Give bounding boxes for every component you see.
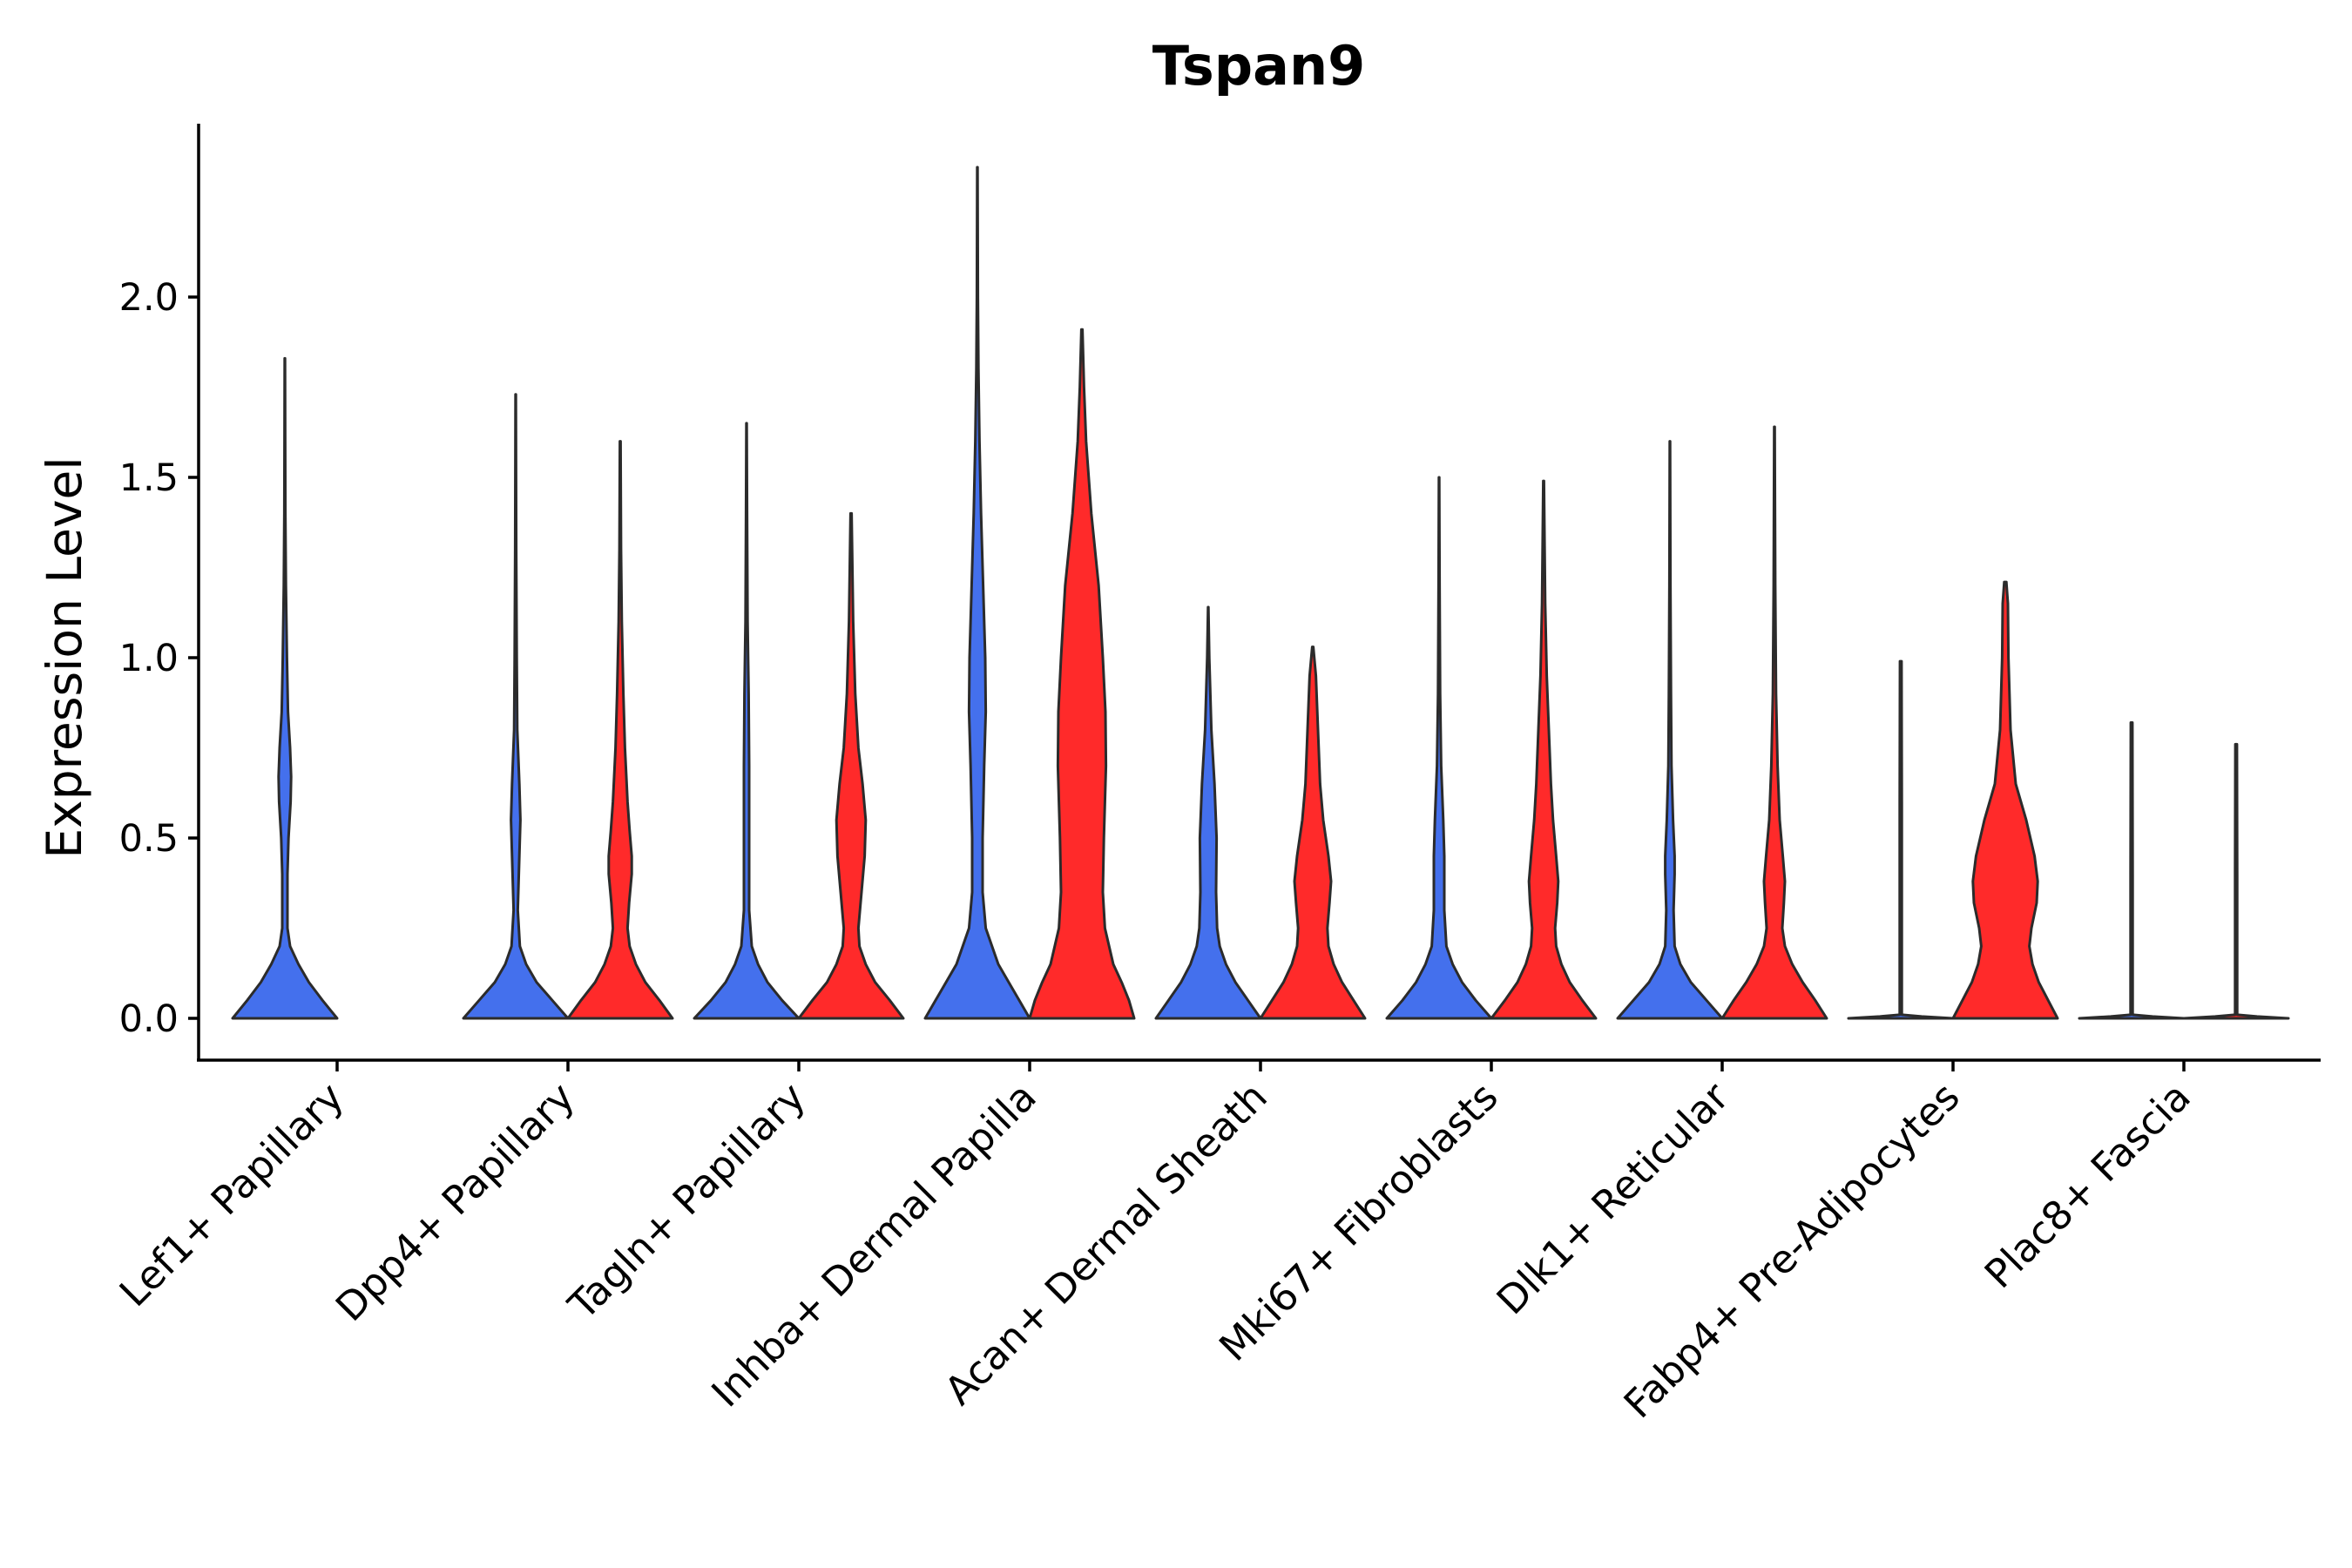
violin-group1 [923,166,1031,1020]
x-tick-label: Plac8+ Fascia [1976,1073,2200,1297]
violin-group1 [1385,476,1493,1020]
x-tick-label: Tagln+ Papillary [559,1073,814,1328]
violins-group [231,166,2290,1020]
violin-group1 [1154,605,1262,1020]
violin-group1 [693,422,801,1020]
y-tick-label: 2.0 [119,276,179,320]
x-tick-label: Lef1+ Papillary [111,1073,353,1315]
violin-group2 [566,440,674,1020]
y-tick-label: 0.5 [119,817,179,861]
violin-group2 [1951,580,2059,1020]
y-tick-label: 1.5 [119,456,179,500]
violin-group1 [1847,659,1955,1020]
y-tick-label: 1.0 [119,637,179,680]
violin-group1 [231,356,339,1020]
violin-group2 [1490,479,1598,1020]
y-axis-label: Expression Level [37,456,92,858]
x-tick-label: Dpp4+ Papillary [327,1073,584,1330]
violin-group1 [2078,721,2186,1020]
violin-group2 [1259,645,1367,1020]
violin-group2 [1720,425,1828,1020]
violin-group2 [2182,742,2290,1020]
violin-group2 [1028,328,1136,1020]
violin-group2 [797,511,905,1020]
violin-group1 [462,393,570,1020]
y-tick-label: 0.0 [119,997,179,1041]
chart-title: Tspan9 [1152,34,1365,98]
y-ticks-group: 0.0 0.5 1.0 1.5 2.0 [119,276,199,1041]
x-tick-label: Dlk1+ Reticular [1488,1073,1738,1323]
violin-group1 [1616,440,1724,1020]
